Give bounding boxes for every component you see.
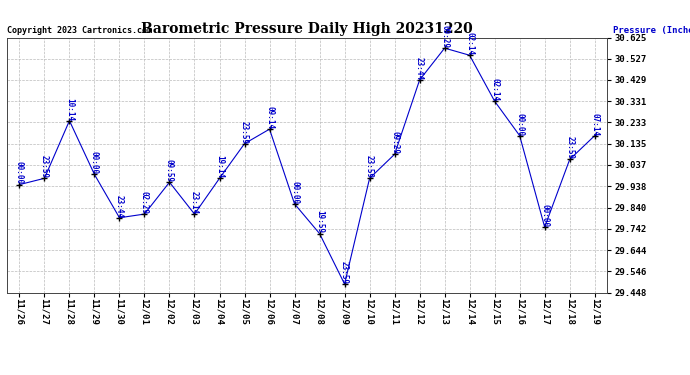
- Text: 00:00: 00:00: [515, 112, 524, 136]
- Text: 23:59: 23:59: [240, 120, 249, 144]
- Title: Barometric Pressure Daily High 20231220: Barometric Pressure Daily High 20231220: [141, 22, 473, 36]
- Text: 23:59: 23:59: [40, 155, 49, 178]
- Text: 09:14: 09:14: [265, 106, 274, 129]
- Text: 07:14: 07:14: [590, 112, 599, 136]
- Text: 00:00: 00:00: [15, 162, 24, 184]
- Text: 09:59: 09:59: [165, 159, 174, 182]
- Text: 23:44: 23:44: [415, 57, 424, 80]
- Text: 23:14: 23:14: [190, 191, 199, 214]
- Text: 23:59: 23:59: [565, 136, 574, 159]
- Text: 00:00: 00:00: [540, 204, 549, 227]
- Text: 19:59: 19:59: [315, 210, 324, 234]
- Text: 09:29: 09:29: [390, 131, 399, 154]
- Text: Pressure (Inches/Hg): Pressure (Inches/Hg): [613, 26, 690, 35]
- Text: 02:14: 02:14: [465, 32, 474, 55]
- Text: 23:59: 23:59: [340, 261, 349, 284]
- Text: 02:14: 02:14: [490, 78, 499, 101]
- Text: 23:59: 23:59: [365, 155, 374, 178]
- Text: 10:14: 10:14: [65, 98, 74, 121]
- Text: 02:29: 02:29: [140, 191, 149, 214]
- Text: 00:00: 00:00: [290, 181, 299, 204]
- Text: Copyright 2023 Cartronics.com: Copyright 2023 Cartronics.com: [7, 26, 152, 35]
- Text: 19:14: 19:14: [215, 155, 224, 178]
- Text: 09:29: 09:29: [440, 25, 449, 48]
- Text: 23:44: 23:44: [115, 195, 124, 218]
- Text: 00:00: 00:00: [90, 151, 99, 174]
